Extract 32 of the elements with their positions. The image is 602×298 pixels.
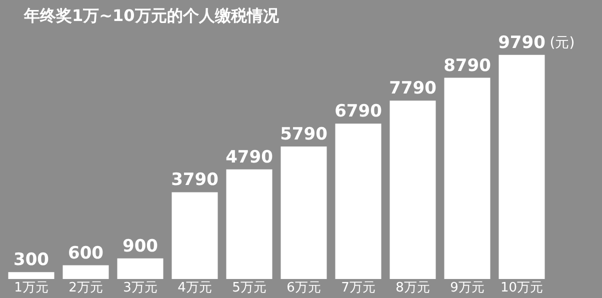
x-tick-label: 6万元 bbox=[286, 280, 321, 296]
bar bbox=[444, 78, 490, 279]
chart-title: 年终奖1万~10万元的个人缴税情况 bbox=[23, 6, 280, 25]
x-tick-label: 1万元 bbox=[14, 280, 48, 296]
data-label: 5790 bbox=[280, 124, 328, 144]
data-label: 4790 bbox=[226, 147, 274, 168]
data-label: 9790 bbox=[498, 32, 546, 53]
bar bbox=[117, 258, 164, 279]
x-tick-label: 5万元 bbox=[232, 280, 266, 296]
data-label: 6790 bbox=[334, 102, 382, 122]
annotation: (元) bbox=[550, 34, 575, 51]
data-label: 600 bbox=[68, 243, 104, 264]
bar bbox=[335, 124, 382, 279]
bar bbox=[498, 54, 545, 279]
data-label: 7790 bbox=[389, 78, 437, 99]
x-tick-label: 9万元 bbox=[450, 280, 484, 296]
bar bbox=[390, 100, 436, 279]
x-tick-label: 10万元 bbox=[500, 280, 544, 296]
bar bbox=[8, 272, 54, 279]
data-label: 900 bbox=[122, 236, 158, 256]
data-label: 300 bbox=[14, 250, 50, 270]
bar bbox=[226, 169, 272, 279]
x-tick-label: 7万元 bbox=[341, 280, 376, 296]
x-tick-label: 2万元 bbox=[68, 280, 103, 296]
bar bbox=[62, 265, 109, 279]
bar bbox=[172, 192, 218, 279]
bar bbox=[280, 146, 327, 279]
data-label: 8790 bbox=[444, 56, 492, 76]
x-tick-label: 8万元 bbox=[396, 280, 430, 296]
data-label: 3790 bbox=[171, 170, 219, 190]
x-tick-label: 3万元 bbox=[123, 280, 158, 296]
x-tick-label: 4万元 bbox=[178, 280, 212, 296]
